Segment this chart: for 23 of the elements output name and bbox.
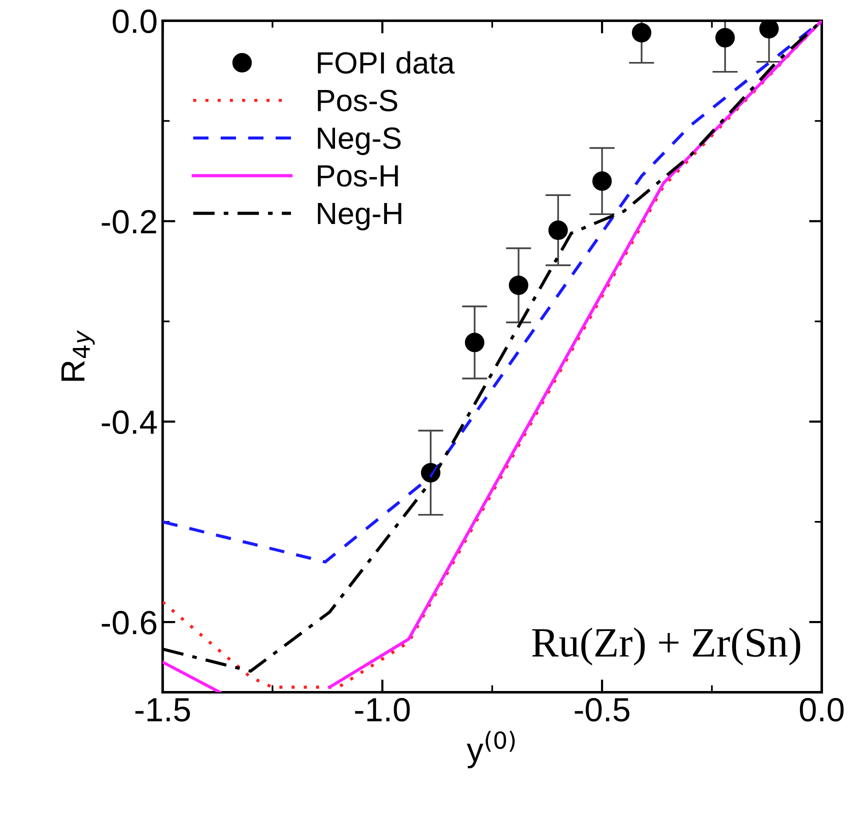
point (464, 332, 484, 352)
point (715, 28, 735, 48)
x-tick-label: 0.0 (800, 698, 844, 722)
y-tick-label: -0.6 (102, 610, 156, 634)
x-tick-label: -1.0 (355, 698, 410, 722)
legend-label: FOPI data (318, 51, 455, 74)
x-tick-label: -0.5 (574, 698, 630, 722)
point (548, 220, 568, 240)
annotation: Ru(Zr) + Zr(Sn) (532, 628, 800, 666)
y-tick-label: -0.4 (102, 410, 157, 434)
point (759, 20, 779, 38)
legend-label: Neg-H (318, 203, 402, 230)
point (592, 171, 612, 191)
point (632, 23, 652, 42)
y-tick-label: 0.0 (112, 10, 156, 34)
legend-label: Pos-S (318, 90, 398, 112)
legend-label: Neg-S (318, 127, 401, 156)
y-tick-label: -0.2 (102, 210, 156, 234)
point (508, 276, 528, 296)
legend-label: Pos-H (318, 165, 398, 187)
x-tick-label: -1.5 (135, 698, 190, 722)
y-axis-title: R$_{4y}$ (61, 330, 95, 381)
x-axis-title: y$^{(0)}$ (466, 730, 515, 768)
